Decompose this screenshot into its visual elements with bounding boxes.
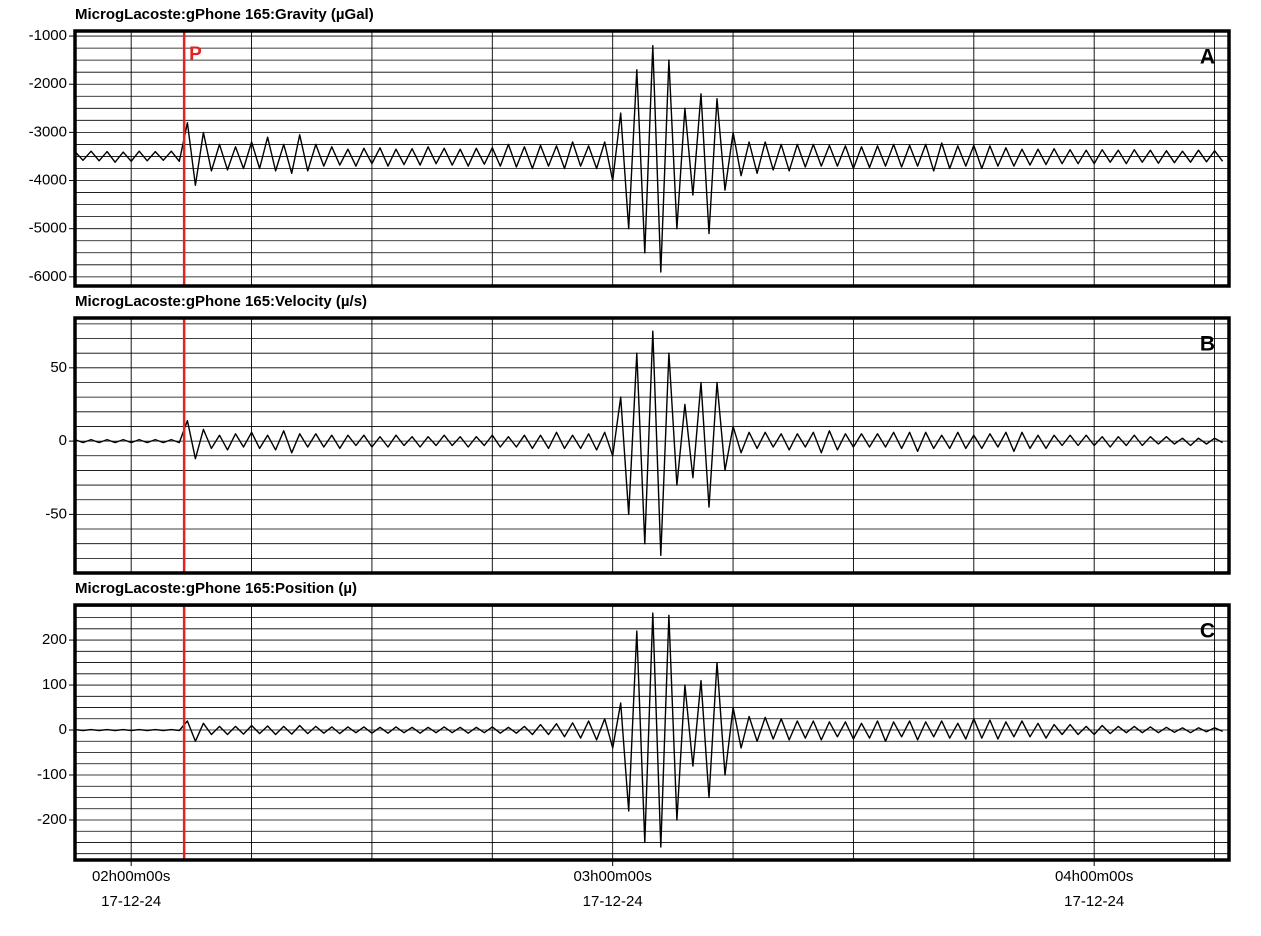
- trace: [74, 45, 1224, 273]
- y-tick-label: -50: [45, 505, 67, 522]
- x-tick-date: 17-12-24: [583, 893, 643, 910]
- plot-frame: [73, 29, 1231, 288]
- y-tick-label: 200: [42, 631, 67, 648]
- plot-frame: [73, 603, 1231, 862]
- x-tick-label: 02h00m00s: [92, 868, 170, 885]
- x-tick-date: 17-12-24: [101, 893, 161, 910]
- x-tick-label: 04h00m00s: [1055, 868, 1133, 885]
- y-tick-label: 100: [42, 676, 67, 693]
- x-tick-date: 17-12-24: [1064, 893, 1124, 910]
- y-tick-label: 50: [50, 359, 67, 376]
- y-tick-label: -3000: [29, 123, 67, 140]
- panel-title: MicrogLacoste:gPhone 165:Gravity (µGal): [75, 6, 374, 23]
- y-tick-label: -4000: [29, 172, 67, 189]
- y-tick-label: 0: [59, 721, 67, 738]
- y-tick-label: -5000: [29, 220, 67, 237]
- event-marker-label: P: [189, 44, 202, 65]
- y-tick-label: -1000: [29, 27, 67, 44]
- panel-label: B: [1200, 333, 1215, 356]
- plot-frame: [73, 316, 1231, 575]
- y-tick-label: 0: [59, 432, 67, 449]
- y-tick-label: -6000: [29, 268, 67, 285]
- panel-title: MicrogLacoste:gPhone 165:Position (µ): [75, 580, 357, 597]
- x-tick-label: 03h00m00s: [573, 868, 651, 885]
- trace: [74, 330, 1223, 557]
- y-tick-label: -100: [37, 766, 67, 783]
- panel-title: MicrogLacoste:gPhone 165:Velocity (µ/s): [75, 293, 367, 310]
- trace: [74, 612, 1223, 848]
- y-tick-label: -2000: [29, 75, 67, 92]
- panel-label: A: [1200, 46, 1215, 69]
- y-tick-label: -200: [37, 811, 67, 828]
- panel-label: C: [1200, 620, 1215, 643]
